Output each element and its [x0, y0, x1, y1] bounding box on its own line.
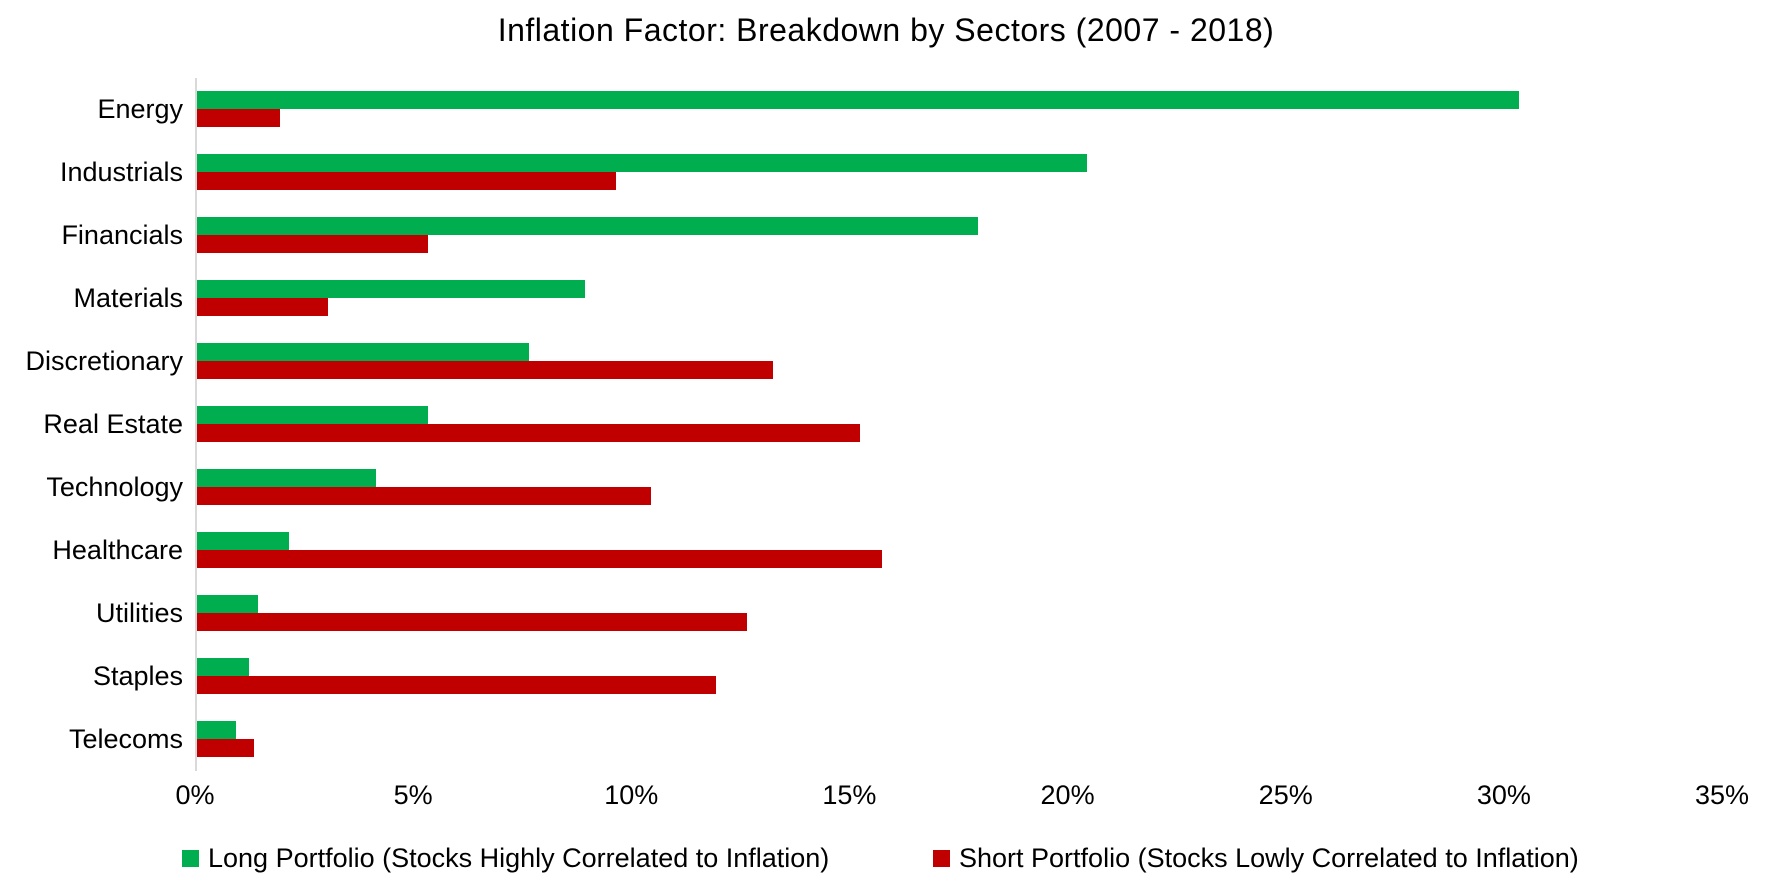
x-axis-tick-label: 30%	[1476, 780, 1531, 810]
bar-row	[197, 519, 1724, 582]
bar-long-portfolio	[197, 406, 429, 424]
bar-long-portfolio	[197, 469, 376, 487]
bar-long-portfolio	[197, 721, 237, 739]
category-label: Healthcare	[52, 535, 183, 565]
x-axis-tick-label: 25%	[1258, 780, 1313, 810]
bar-group	[197, 393, 1724, 442]
legend-entry-long-portfolio: Long Portfolio (Stocks Highly Correlated…	[182, 840, 829, 876]
bar-short-portfolio	[197, 235, 429, 253]
bar-group	[197, 456, 1724, 505]
category-label: Telecoms	[68, 724, 183, 754]
legend-label-long-portfolio: Long Portfolio (Stocks Highly Correlated…	[208, 842, 830, 873]
bar-long-portfolio	[197, 154, 1088, 172]
x-axis-tick-label: 15%	[822, 780, 877, 810]
bar-group	[197, 519, 1724, 568]
bar-short-portfolio	[197, 487, 651, 505]
category-label: Discretionary	[25, 346, 183, 376]
category-label: Technology	[46, 472, 183, 502]
legend-swatch-long-icon	[182, 849, 199, 867]
x-axis-tick-label: 35%	[1694, 780, 1750, 810]
bar-group	[197, 582, 1724, 631]
bar-group	[197, 708, 1724, 757]
legend: Long Portfolio (Stocks Highly Correlated…	[0, 840, 1772, 876]
bar-long-portfolio	[197, 595, 259, 613]
bar-group	[197, 267, 1724, 316]
category-label: Materials	[73, 283, 183, 313]
x-axis-tick-label: 20%	[1040, 780, 1095, 810]
bar-long-portfolio	[197, 280, 586, 298]
chart-title: Inflation Factor: Breakdown by Sectors (…	[497, 12, 1275, 48]
bar-long-portfolio	[197, 658, 250, 676]
bar-row	[197, 267, 1724, 330]
bar-group	[197, 78, 1724, 127]
category-label: Utilities	[95, 598, 183, 628]
bar-row	[197, 330, 1724, 393]
bar-row	[197, 582, 1724, 645]
bar-short-portfolio	[197, 172, 616, 190]
legend-entry-short-portfolio: Short Portfolio (Stocks Lowly Correlated…	[933, 840, 1579, 876]
bar-group	[197, 330, 1724, 379]
bar-row	[197, 78, 1724, 141]
y-axis-category-labels: Energy Industrials Financials Materials Disc…	[0, 78, 183, 771]
bar-row	[197, 645, 1724, 708]
bar-row	[197, 204, 1724, 267]
bar-row	[197, 141, 1724, 204]
bar-long-portfolio	[197, 217, 978, 235]
category-label: Staples	[92, 661, 183, 691]
category-label: Energy	[97, 94, 183, 124]
plot-area	[195, 78, 1724, 771]
bar-long-portfolio	[197, 343, 529, 361]
bar-group	[197, 204, 1724, 253]
x-axis-tick-label: 10%	[604, 780, 659, 810]
bar-short-portfolio	[197, 613, 747, 631]
bar-group	[197, 645, 1724, 694]
category-label: Financials	[61, 220, 183, 250]
x-axis-tick-labels: 0% 5% 10% 15% 20% 25% 30% 35%	[175, 780, 1749, 816]
x-axis-tick-label: 0%	[175, 780, 215, 810]
category-label: Industrials	[59, 157, 183, 187]
bar-row	[197, 456, 1724, 519]
bar-group	[197, 141, 1724, 190]
bar-short-portfolio	[197, 298, 328, 316]
bar-short-portfolio	[197, 676, 717, 694]
bar-short-portfolio	[197, 424, 861, 442]
x-axis-tick-label: 5%	[393, 780, 433, 810]
bar-long-portfolio	[197, 532, 289, 550]
bar-row	[197, 708, 1724, 771]
legend-label-short-portfolio: Short Portfolio (Stocks Lowly Correlated…	[959, 842, 1579, 873]
bar-short-portfolio	[197, 550, 882, 568]
legend-swatch-short-icon	[933, 849, 950, 867]
bar-row	[197, 393, 1724, 456]
bar-short-portfolio	[197, 109, 280, 127]
bar-short-portfolio	[197, 361, 773, 379]
bar-long-portfolio	[197, 91, 1519, 109]
bar-short-portfolio	[197, 739, 254, 757]
category-label: Real Estate	[43, 409, 183, 439]
